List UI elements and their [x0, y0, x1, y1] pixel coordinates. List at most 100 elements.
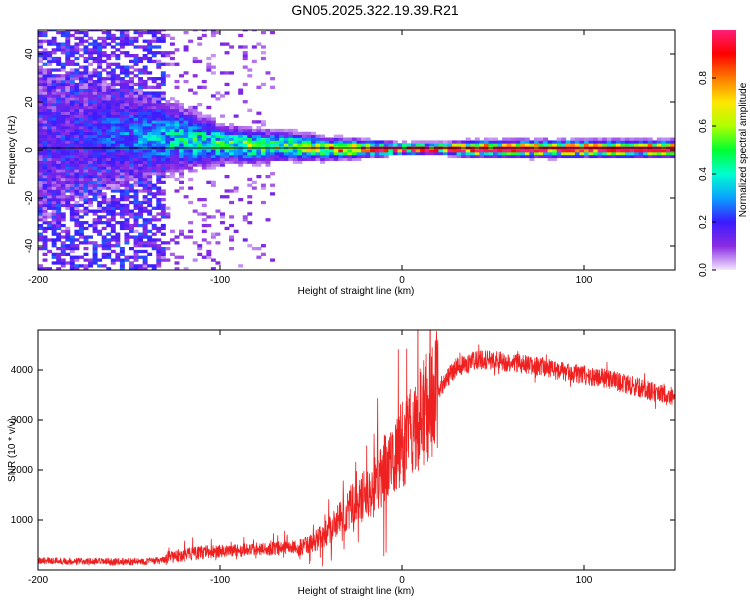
spectrogram-cell	[56, 85, 62, 89]
spectrogram-cell	[69, 183, 75, 187]
spectrogram-cell	[83, 91, 89, 95]
spectrogram-cell	[561, 154, 567, 159]
spectrogram-cell	[51, 100, 57, 104]
spectrogram-cell	[329, 154, 335, 159]
spectrogram-cell	[38, 235, 43, 239]
spectrogram-cell	[206, 151, 212, 156]
spectrogram-cell	[47, 163, 53, 167]
spectrogram-cell	[56, 128, 62, 133]
spectrogram-cell	[415, 140, 421, 144]
spectrogram-cell	[169, 154, 175, 159]
spectrogram-cell	[242, 56, 248, 61]
spectrogram-cell	[320, 134, 326, 138]
spectrogram-cell	[47, 114, 53, 118]
spectrogram-cell	[174, 149, 180, 153]
spectrogram-cell	[338, 134, 344, 138]
spectrogram-cell	[110, 120, 116, 124]
spectrogram-cell	[129, 94, 134, 98]
spectrogram-cell	[38, 169, 43, 173]
spectrogram-cell	[479, 143, 485, 147]
spectrogram-cell	[115, 94, 121, 98]
spectrogram-cell	[247, 108, 253, 112]
spectrogram-cell	[256, 151, 262, 156]
spectrogram-cell	[420, 143, 426, 147]
spectrogram-cell	[461, 149, 467, 153]
spectrogram-cell	[124, 192, 130, 196]
spectrogram-cell	[97, 59, 103, 64]
spectrogram-cell	[119, 189, 125, 193]
spectrogram-cell	[515, 143, 521, 147]
spectrogram-cell	[56, 82, 62, 87]
spectrogram-cell	[183, 79, 189, 84]
y-tick-label: 2000	[11, 465, 34, 476]
spectrogram-cell	[156, 151, 162, 156]
spectrogram-cell	[124, 30, 130, 35]
spectrogram-cell	[160, 36, 166, 40]
spectrogram-cell	[151, 137, 157, 141]
spectrogram-cell	[92, 91, 98, 95]
spectrogram-cell	[292, 137, 298, 141]
spectrogram-cell	[456, 149, 462, 153]
spectrogram-cell	[292, 143, 298, 147]
spectrogram-cell	[47, 105, 53, 110]
spectrogram-cell	[74, 183, 80, 187]
spectrogram-cell	[174, 79, 180, 84]
y-tick-label: 1000	[11, 515, 34, 526]
spectrogram-cell	[47, 134, 53, 138]
spectrogram-cell	[165, 154, 171, 159]
spectrogram-cell	[56, 149, 62, 153]
spectrogram-cell	[229, 45, 235, 49]
spectrogram-cell	[119, 264, 125, 268]
spectrogram-cell	[88, 114, 93, 118]
spectrogram-cell	[47, 215, 53, 219]
spectrogram-cell	[160, 79, 166, 84]
spectrogram-cell	[260, 128, 266, 133]
spectrogram-cell	[51, 221, 57, 225]
spectrogram-cell	[97, 180, 103, 184]
spectrogram-cell	[110, 166, 116, 170]
spectrogram-cell	[74, 246, 80, 251]
spectrogram-cell	[38, 238, 43, 242]
colorbar-gradient	[712, 30, 736, 270]
spectrogram-cell	[347, 154, 353, 159]
spectrogram-cell	[129, 200, 134, 205]
spectrogram-cell	[624, 154, 630, 159]
spectrogram-cell	[183, 45, 189, 49]
spectrogram-cell	[133, 91, 139, 95]
spectrogram-cell	[138, 108, 144, 112]
spectrogram-cell	[260, 123, 266, 127]
spectrogram-cell	[656, 151, 662, 156]
spectrogram-cell	[129, 108, 134, 112]
spectrogram-cell	[88, 177, 93, 182]
spectrogram-cell	[92, 114, 98, 118]
spectrogram-cell	[119, 209, 125, 213]
spectrogram-cell	[60, 252, 66, 256]
spectrogram-cell	[124, 94, 130, 98]
spectrogram-cell	[56, 163, 62, 167]
spectrogram-cell	[229, 223, 235, 228]
y-tick-label: 20	[24, 96, 35, 108]
spectrogram-cell	[74, 255, 80, 259]
x-tick-label: 100	[576, 575, 593, 586]
spectrogram-cell	[192, 105, 198, 110]
y-tick-label: -20	[24, 190, 35, 205]
spectrogram-cell	[133, 105, 139, 110]
spectrogram-cell	[92, 160, 98, 164]
spectrogram-cell	[147, 30, 153, 35]
spectrogram-cell	[110, 261, 116, 265]
spectrogram-cell	[38, 140, 43, 144]
spectrogram-cell	[124, 88, 130, 92]
spectrogram-cell	[124, 223, 130, 228]
spectrogram-cell	[115, 232, 121, 236]
spectrogram-cell	[160, 51, 166, 55]
spectrogram-cell	[169, 105, 175, 110]
spectrogram-cell	[270, 85, 275, 89]
spectrogram-cell	[156, 200, 162, 205]
spectrogram-cell	[156, 108, 162, 112]
spectrogram-cell	[670, 154, 675, 159]
spectrogram-cell	[106, 223, 112, 228]
spectrogram-cell	[661, 149, 667, 153]
spectrogram-cell	[110, 102, 116, 107]
spectrogram-cell	[593, 143, 599, 147]
spectrogram-cell	[110, 111, 116, 115]
